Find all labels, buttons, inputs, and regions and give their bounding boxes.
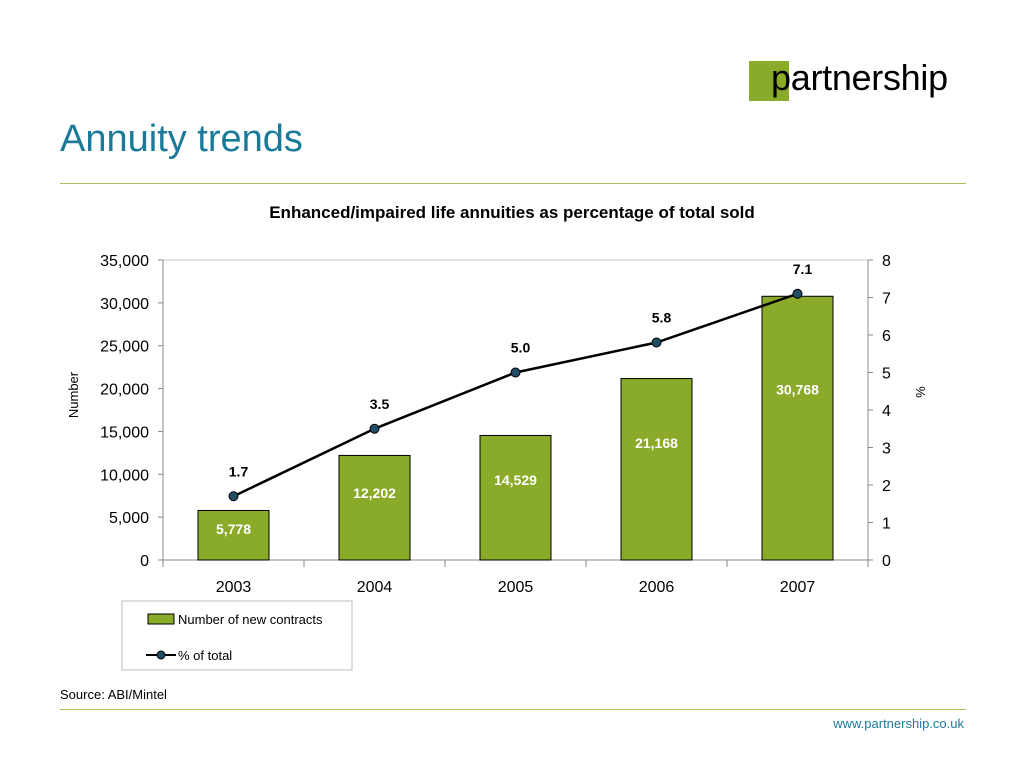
footer-url-link[interactable]: www.partnership.co.uk <box>833 716 964 731</box>
y-tick-label-left: 20,000 <box>100 382 149 399</box>
point-data-label: 7.1 <box>793 261 813 277</box>
y-tick-label-right: 8 <box>882 253 891 270</box>
point-data-label: 5.8 <box>652 310 672 326</box>
bar-data-label: 30,768 <box>776 382 819 398</box>
y-tick-label-right: 7 <box>882 291 891 308</box>
logo-text: partnership <box>771 57 948 98</box>
bar-2007 <box>761 295 834 561</box>
x-tick-label: 2006 <box>639 579 675 596</box>
y-tick-label-right: 0 <box>882 553 891 570</box>
y-tick-label-left: 15,000 <box>100 424 149 441</box>
legend-label-contracts: Number of new contracts <box>178 612 323 627</box>
x-tick-label: 2005 <box>498 579 534 596</box>
y-tick-label-right: 2 <box>882 478 891 495</box>
legend-marker-swatch <box>156 650 166 660</box>
percent-point-2003 <box>228 491 239 502</box>
point-data-label: 3.5 <box>370 396 390 412</box>
y-tick-label-right: 5 <box>882 366 891 383</box>
y-tick-label-right: 3 <box>882 441 891 458</box>
y-axis-title-left: Number <box>66 371 81 418</box>
point-data-label: 1.7 <box>229 463 249 479</box>
x-tick-label: 2007 <box>780 579 816 596</box>
top-divider <box>60 183 966 184</box>
legend-label-percent: % of total <box>178 648 232 663</box>
bar-2004 <box>338 454 411 561</box>
y-tick-label-left: 10,000 <box>100 467 149 484</box>
x-tick-label: 2004 <box>357 579 393 596</box>
logo-square <box>749 61 789 101</box>
bar-data-label: 5,778 <box>216 521 251 537</box>
y-axis-title-right: % <box>913 386 928 398</box>
y-tick-label-left: 5,000 <box>109 510 149 527</box>
y-tick-label-left: 35,000 <box>100 253 149 270</box>
y-tick-label-right: 1 <box>882 516 891 533</box>
y-tick-label-right: 6 <box>882 328 891 345</box>
y-tick-label-left: 0 <box>140 553 149 570</box>
chart-title: Enhanced/impaired life annuities as perc… <box>269 203 755 222</box>
point-data-label: 5.0 <box>511 340 531 356</box>
percent-point-2005 <box>510 367 521 378</box>
bar-2003 <box>197 509 270 561</box>
y-tick-label-left: 25,000 <box>100 339 149 356</box>
bar-2006 <box>620 378 693 561</box>
source-note: Source: ABI/Mintel <box>60 687 167 702</box>
bar-data-label: 14,529 <box>494 472 537 488</box>
percent-point-2006 <box>651 337 662 348</box>
bottom-divider <box>60 709 966 710</box>
y-tick-label-right: 4 <box>882 403 891 420</box>
bar-data-label: 12,202 <box>353 485 396 501</box>
x-tick-label: 2003 <box>216 579 252 596</box>
percent-point-2007 <box>792 288 803 299</box>
page-title: Annuity trends <box>60 118 303 160</box>
bar-2005 <box>479 434 552 561</box>
y-tick-label-left: 30,000 <box>100 296 149 313</box>
partnership-logo: partnership <box>749 57 973 101</box>
legend-bar-swatch <box>147 613 175 625</box>
percent-point-2004 <box>369 423 380 434</box>
bar-data-label: 21,168 <box>635 435 678 451</box>
